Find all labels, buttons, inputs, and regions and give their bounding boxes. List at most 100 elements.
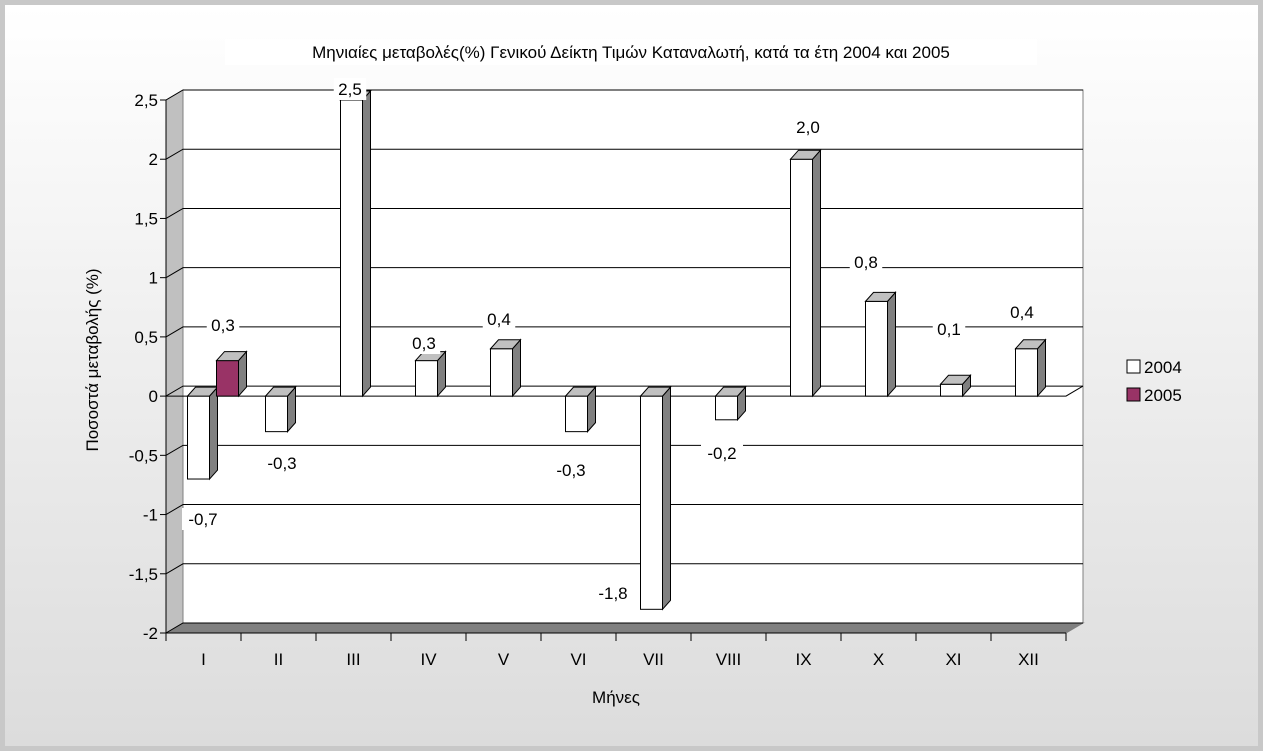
- y-tick-label: 0,5: [134, 328, 158, 347]
- legend-entry: 2004: [1144, 358, 1182, 377]
- bar-2004-face: [340, 99, 363, 397]
- bar-2004: [714, 385, 747, 422]
- bar-2004-top: [864, 291, 897, 302]
- x-tick-label: II: [274, 650, 283, 669]
- plot-walls: [164, 89, 1085, 634]
- x-tick-label: IX: [795, 650, 811, 669]
- bar-2004-top: [564, 386, 597, 397]
- gridline: [165, 207, 1083, 219]
- bar-2004-top: [939, 374, 972, 385]
- bar-2004-side: [812, 148, 821, 398]
- legend-entry: 2005: [1144, 386, 1182, 405]
- bar-2004: [864, 291, 897, 398]
- bar-2004-face: [265, 395, 288, 433]
- bar-2004: [1014, 338, 1047, 398]
- gridline: [165, 267, 1083, 279]
- bar-2004-side: [1037, 338, 1046, 398]
- data-label: -0,3: [556, 461, 585, 480]
- legend-swatch: [1126, 359, 1141, 374]
- y-tick-label: -1,5: [129, 565, 158, 584]
- x-tick-label: XI: [945, 650, 961, 669]
- data-label-bg: [932, 318, 966, 340]
- bar-2004-side: [512, 338, 521, 398]
- data-label: 2,5: [338, 80, 362, 99]
- data-label: 0,8: [854, 253, 878, 272]
- data-label: 0,3: [412, 334, 436, 353]
- data-label: 0,3: [211, 316, 235, 335]
- data-label: 0,4: [487, 310, 511, 329]
- y-tick-label: -2: [143, 624, 158, 643]
- data-label-bg: [849, 251, 883, 273]
- y-tick-label: 0: [149, 387, 158, 406]
- bar-2004-side: [209, 385, 218, 481]
- y-tick-label: -0,5: [129, 446, 158, 465]
- chart-title: Μηνιαίες μεταβολές(%) Γενικού Δείκτη Τιμ…: [312, 43, 950, 62]
- bar-2004: [264, 385, 297, 433]
- data-label-bg: [333, 78, 367, 100]
- data-label-bg: [261, 452, 303, 474]
- bar-2004: [339, 89, 372, 398]
- x-tick-label: I: [201, 650, 206, 669]
- y-tick-label: 2: [149, 150, 158, 169]
- bar-2004-face: [790, 158, 813, 397]
- data-label: -0,7: [188, 510, 217, 529]
- data-label-bg: [182, 508, 224, 530]
- bar-2004-face: [490, 348, 513, 397]
- bar-2004-face: [715, 395, 738, 421]
- title-background: [225, 39, 1037, 65]
- data-label-bg: [791, 116, 825, 138]
- bar-2004-top: [264, 386, 297, 397]
- x-tick-label: X: [873, 650, 884, 669]
- bar-2004: [639, 385, 672, 611]
- data-label: -1,8: [598, 584, 627, 603]
- y-tick-label: -1: [143, 506, 158, 525]
- bar-2004-side: [662, 385, 671, 611]
- legend: 2004 2005: [1126, 358, 1182, 405]
- bar-2004-face: [565, 395, 588, 433]
- bar-2004-face: [187, 395, 210, 480]
- x-tick-label: XII: [1018, 650, 1039, 669]
- data-label-bg: [1005, 301, 1039, 323]
- y-axis-label: Ποσοστά μεταβολής (%): [83, 268, 102, 451]
- gridline: [165, 444, 1083, 456]
- gridline: [165, 563, 1083, 575]
- data-label-bg: [550, 459, 592, 481]
- axes: 2,521,510,50-0,5-1-1,5-2I II III IV V VI VII VI…: [129, 91, 1084, 669]
- bar-2004: [489, 338, 522, 398]
- gridline: [165, 385, 1083, 397]
- y-tick-label: 2,5: [134, 91, 158, 110]
- bar-2004-side: [887, 291, 896, 398]
- data-labels: -0,7 -0,3 2,5 0,3 0,4 -0,3 -1,8 -0,2 2,0 0,8 0,1 0,…: [182, 78, 1039, 604]
- bar-2004-top: [639, 386, 672, 397]
- bar-2004: [186, 385, 219, 481]
- bar-2004: [789, 148, 822, 398]
- bar-2005-face: [216, 360, 239, 397]
- data-label: -0,2: [707, 444, 736, 463]
- bar-2004-face: [1015, 348, 1038, 397]
- data-label: 0,1: [937, 320, 961, 339]
- bar-2004-face: [640, 395, 663, 610]
- bar-2004-top: [714, 386, 747, 397]
- bar-2004-top: [1014, 339, 1047, 350]
- gridline: [165, 89, 1083, 101]
- bar-2004-face: [415, 360, 438, 397]
- bar-2004: [939, 373, 972, 398]
- bar-2004-face: [865, 300, 888, 397]
- y-tick-label: 1,5: [134, 209, 158, 228]
- x-tick-label: VI: [570, 650, 586, 669]
- gridline: [165, 326, 1083, 338]
- data-label: -0,3: [267, 454, 296, 473]
- data-label-bg: [482, 308, 516, 330]
- gridlines: [165, 89, 1083, 634]
- legend-swatch: [1126, 387, 1141, 402]
- x-tick-label: V: [498, 650, 510, 669]
- x-tick-label: VII: [643, 650, 664, 669]
- data-label-bg: [701, 442, 743, 464]
- bar-2004-side: [362, 89, 371, 398]
- bar-2004-top: [489, 339, 522, 350]
- x-tick-label: III: [346, 650, 360, 669]
- bar-2004: [564, 385, 597, 433]
- x-axis-label: Μήνες: [592, 688, 640, 707]
- gridline: [165, 148, 1083, 160]
